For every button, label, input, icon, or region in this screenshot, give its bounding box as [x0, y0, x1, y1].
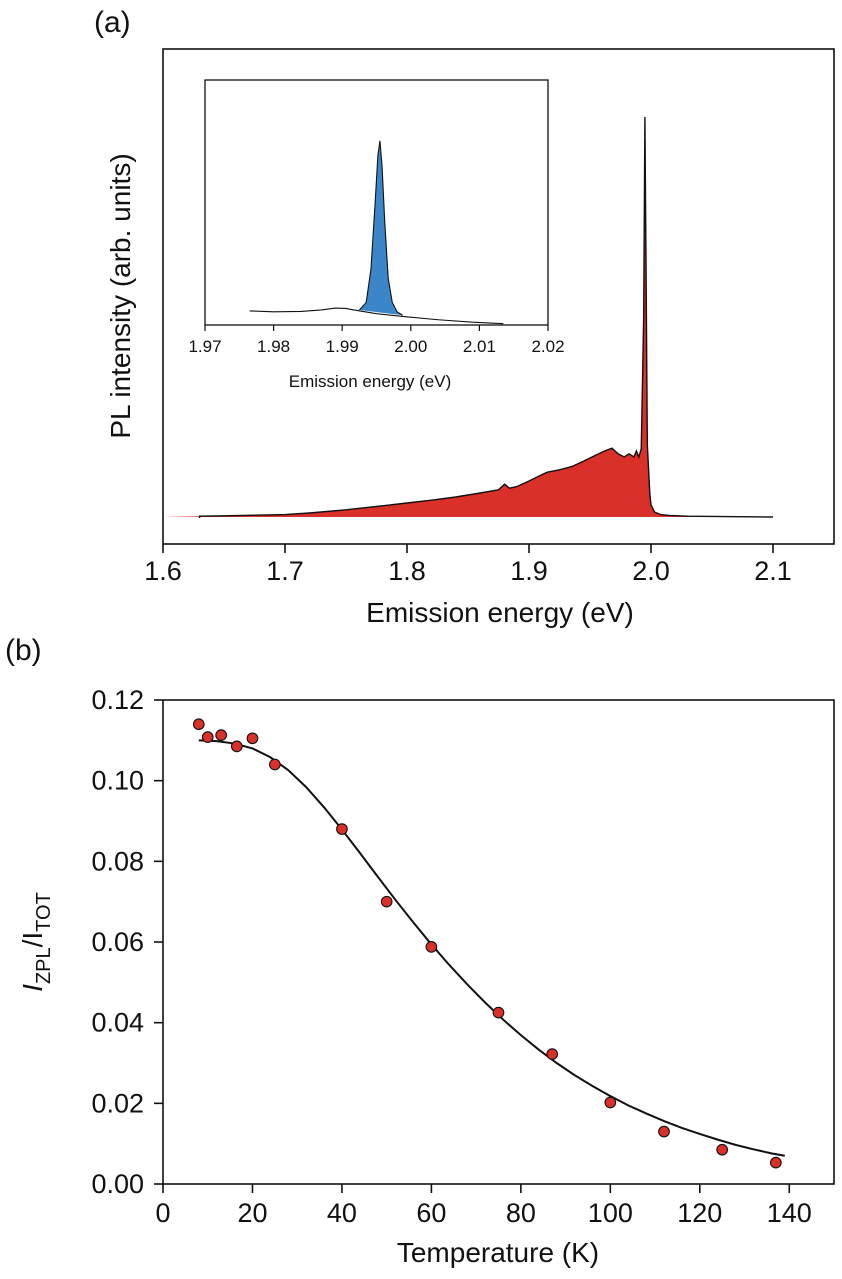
data-point	[658, 1125, 670, 1138]
data-point	[192, 718, 205, 731]
y-label-sub-tot: TOT	[33, 892, 55, 932]
panel-b-x-tick-label: 80	[506, 1198, 536, 1228]
panel-b-y-tick-label: 0.06	[91, 927, 144, 957]
panel-b-x-tick-label: 40	[327, 1198, 357, 1228]
data-point	[425, 940, 438, 953]
panel-b-x-tick-label: 60	[416, 1198, 446, 1228]
panel-b-x-tick-label: 100	[588, 1198, 633, 1228]
inset-x-ticks: 1.97 1.98 1.99 2.00 2.01 2.02	[188, 325, 565, 356]
panel-b-x-axis-label: Temperature (K)	[397, 1237, 599, 1268]
panel-a-x-tick-label: 1.9	[510, 556, 548, 586]
panel-a-x-axis-label: Emission energy (eV)	[366, 597, 634, 628]
data-point	[604, 1096, 617, 1109]
panel-b-y-tick-label: 0.04	[91, 1008, 144, 1038]
inset-background-line	[249, 307, 504, 325]
panel-b-plot-frame	[162, 699, 835, 1185]
data-point	[716, 1143, 729, 1156]
data-point	[230, 740, 243, 753]
inset-x-tick-label: 2.02	[531, 337, 564, 356]
panel-b-y-tick-label: 0.12	[91, 685, 144, 715]
panel-b-y-tick-label: 0.10	[91, 766, 144, 796]
panel-a-x-tick-label: 2.1	[754, 556, 792, 586]
data-point	[336, 823, 348, 835]
panel-a-x-tick-label: 1.8	[388, 556, 426, 586]
data-point	[492, 1006, 505, 1019]
data-point	[201, 731, 214, 743]
zpl-peak-fill	[359, 140, 403, 316]
panel-b-x-tick-label: 0	[155, 1198, 170, 1228]
panel-a-y-axis-label: PL intensity (arb. units)	[105, 153, 136, 438]
data-point	[546, 1048, 559, 1060]
panel-b-y-tick-label: 0.08	[91, 846, 144, 876]
panel-a-x-tick-label: 1.7	[266, 556, 304, 586]
panel-b-x-tick-label: 20	[237, 1198, 267, 1228]
inset-chart: 1.97 1.98 1.99 2.00 2.01 2.02 Emission energy…	[188, 79, 565, 391]
data-point	[246, 732, 259, 745]
panel-a-plot-frame	[162, 48, 835, 545]
panel-b-y-ticks: 0.00 0.02 0.04 0.06 0.08 0.10 0.12	[91, 685, 163, 1199]
panel-a-x-ticks: 1.6 1.7 1.8 1.9 2.0 2.1	[144, 544, 792, 586]
panel-b-chart: (b) 0 20 40 60 80 100 120 140 0.000.020.040.060…	[5, 634, 835, 1268]
panel-b-y-tick-label: 0.02	[91, 1088, 144, 1118]
inset-x-tick-label: 2.01	[463, 337, 496, 356]
panel-b-x-ticks: 0 20 40 60 80 100 120 140	[155, 1184, 812, 1228]
data-points	[192, 718, 782, 1169]
panel-a-x-tick-label: 2.0	[632, 556, 670, 586]
zpl-peak-line	[358, 140, 403, 316]
fit-curve	[198, 739, 785, 1157]
panel-a-x-tick-label: 1.6	[144, 556, 182, 586]
panel-a-chart: (a) 1.6 1.7 1.8 1.9 2.0 2.1 Emission energy (…	[94, 6, 835, 628]
inset-x-tick-label: 1.98	[257, 337, 290, 356]
panel-b-x-tick-label: 120	[677, 1198, 722, 1228]
data-point	[380, 895, 393, 908]
inset-x-tick-label: 2.00	[394, 337, 427, 356]
inset-x-tick-label: 1.99	[326, 337, 359, 356]
y-label-sub-zpl: ZPL	[33, 947, 55, 984]
panel-b-y-axis-label: IZPL/ITOT	[17, 892, 55, 992]
data-point	[769, 1156, 782, 1169]
data-point	[215, 729, 227, 741]
panel-a-label: (a)	[94, 6, 131, 39]
inset-x-tick-label: 1.97	[188, 337, 221, 356]
panel-b-label: (b)	[5, 634, 42, 667]
panel-b-x-tick-label: 140	[767, 1198, 812, 1228]
panel-b-y-tick-label: 0.00	[91, 1169, 144, 1199]
pl-spectrum-line	[198, 116, 774, 518]
data-point	[268, 758, 281, 771]
y-label-slash-i: /I	[17, 932, 48, 948]
y-label-i: I	[17, 984, 48, 992]
inset-x-axis-label: Emission energy (eV)	[289, 372, 452, 391]
